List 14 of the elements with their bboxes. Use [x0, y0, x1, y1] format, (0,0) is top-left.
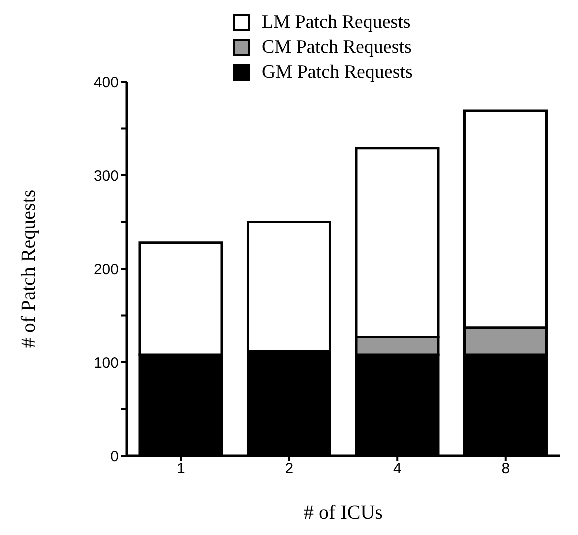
y-tick-label: 400	[94, 74, 119, 92]
y-axis-title: # of Patch Requests	[18, 190, 40, 348]
legend-label: GM Patch Requests	[262, 62, 413, 84]
y-tick-label: 200	[94, 261, 119, 278]
legend-label: CM Patch Requests	[262, 36, 412, 58]
y-tick-label: 100	[94, 354, 119, 372]
x-axis-title: # of ICUs	[304, 502, 384, 524]
x-tick-label: 2	[285, 460, 294, 478]
x-tick-label: 4	[393, 460, 402, 478]
x-tick-label: 8	[502, 460, 510, 478]
legend-label: LM Patch Requests	[262, 12, 411, 34]
x-tick-label: 1	[176, 460, 186, 478]
y-tick-label: 0	[110, 448, 119, 466]
y-tick-label: 300	[94, 168, 119, 185]
